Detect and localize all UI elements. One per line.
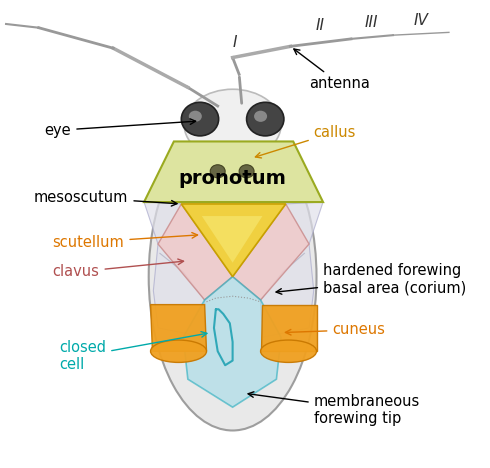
Text: eye: eye <box>45 119 196 138</box>
Text: clavus: clavus <box>52 259 184 279</box>
Text: I: I <box>232 35 237 50</box>
Text: III: III <box>365 15 378 29</box>
Text: membraneous
forewing tip: membraneous forewing tip <box>248 392 420 426</box>
Ellipse shape <box>261 340 317 362</box>
Polygon shape <box>233 202 323 337</box>
Text: callus: callus <box>255 124 356 158</box>
Text: hardened forewing
basal area (corium): hardened forewing basal area (corium) <box>276 263 466 296</box>
Polygon shape <box>150 305 206 351</box>
Polygon shape <box>181 204 286 277</box>
Ellipse shape <box>150 340 206 362</box>
Text: pronotum: pronotum <box>179 169 287 188</box>
Polygon shape <box>202 216 263 263</box>
Text: IV: IV <box>414 13 428 28</box>
Text: closed
cell: closed cell <box>59 332 207 372</box>
Ellipse shape <box>254 111 267 122</box>
Ellipse shape <box>181 102 219 136</box>
Text: II: II <box>316 18 325 33</box>
Polygon shape <box>144 202 233 337</box>
Text: antenna: antenna <box>294 49 370 91</box>
Ellipse shape <box>148 123 317 431</box>
Text: scutellum: scutellum <box>52 233 197 249</box>
Ellipse shape <box>239 165 254 178</box>
Ellipse shape <box>246 102 284 136</box>
Text: mesoscutum: mesoscutum <box>34 190 177 206</box>
Text: cuneus: cuneus <box>285 322 385 337</box>
Ellipse shape <box>184 89 281 160</box>
Polygon shape <box>183 277 281 407</box>
Polygon shape <box>233 204 309 300</box>
Ellipse shape <box>210 165 225 178</box>
Polygon shape <box>144 141 323 202</box>
Polygon shape <box>261 305 317 351</box>
Ellipse shape <box>189 111 202 122</box>
Polygon shape <box>158 204 233 300</box>
